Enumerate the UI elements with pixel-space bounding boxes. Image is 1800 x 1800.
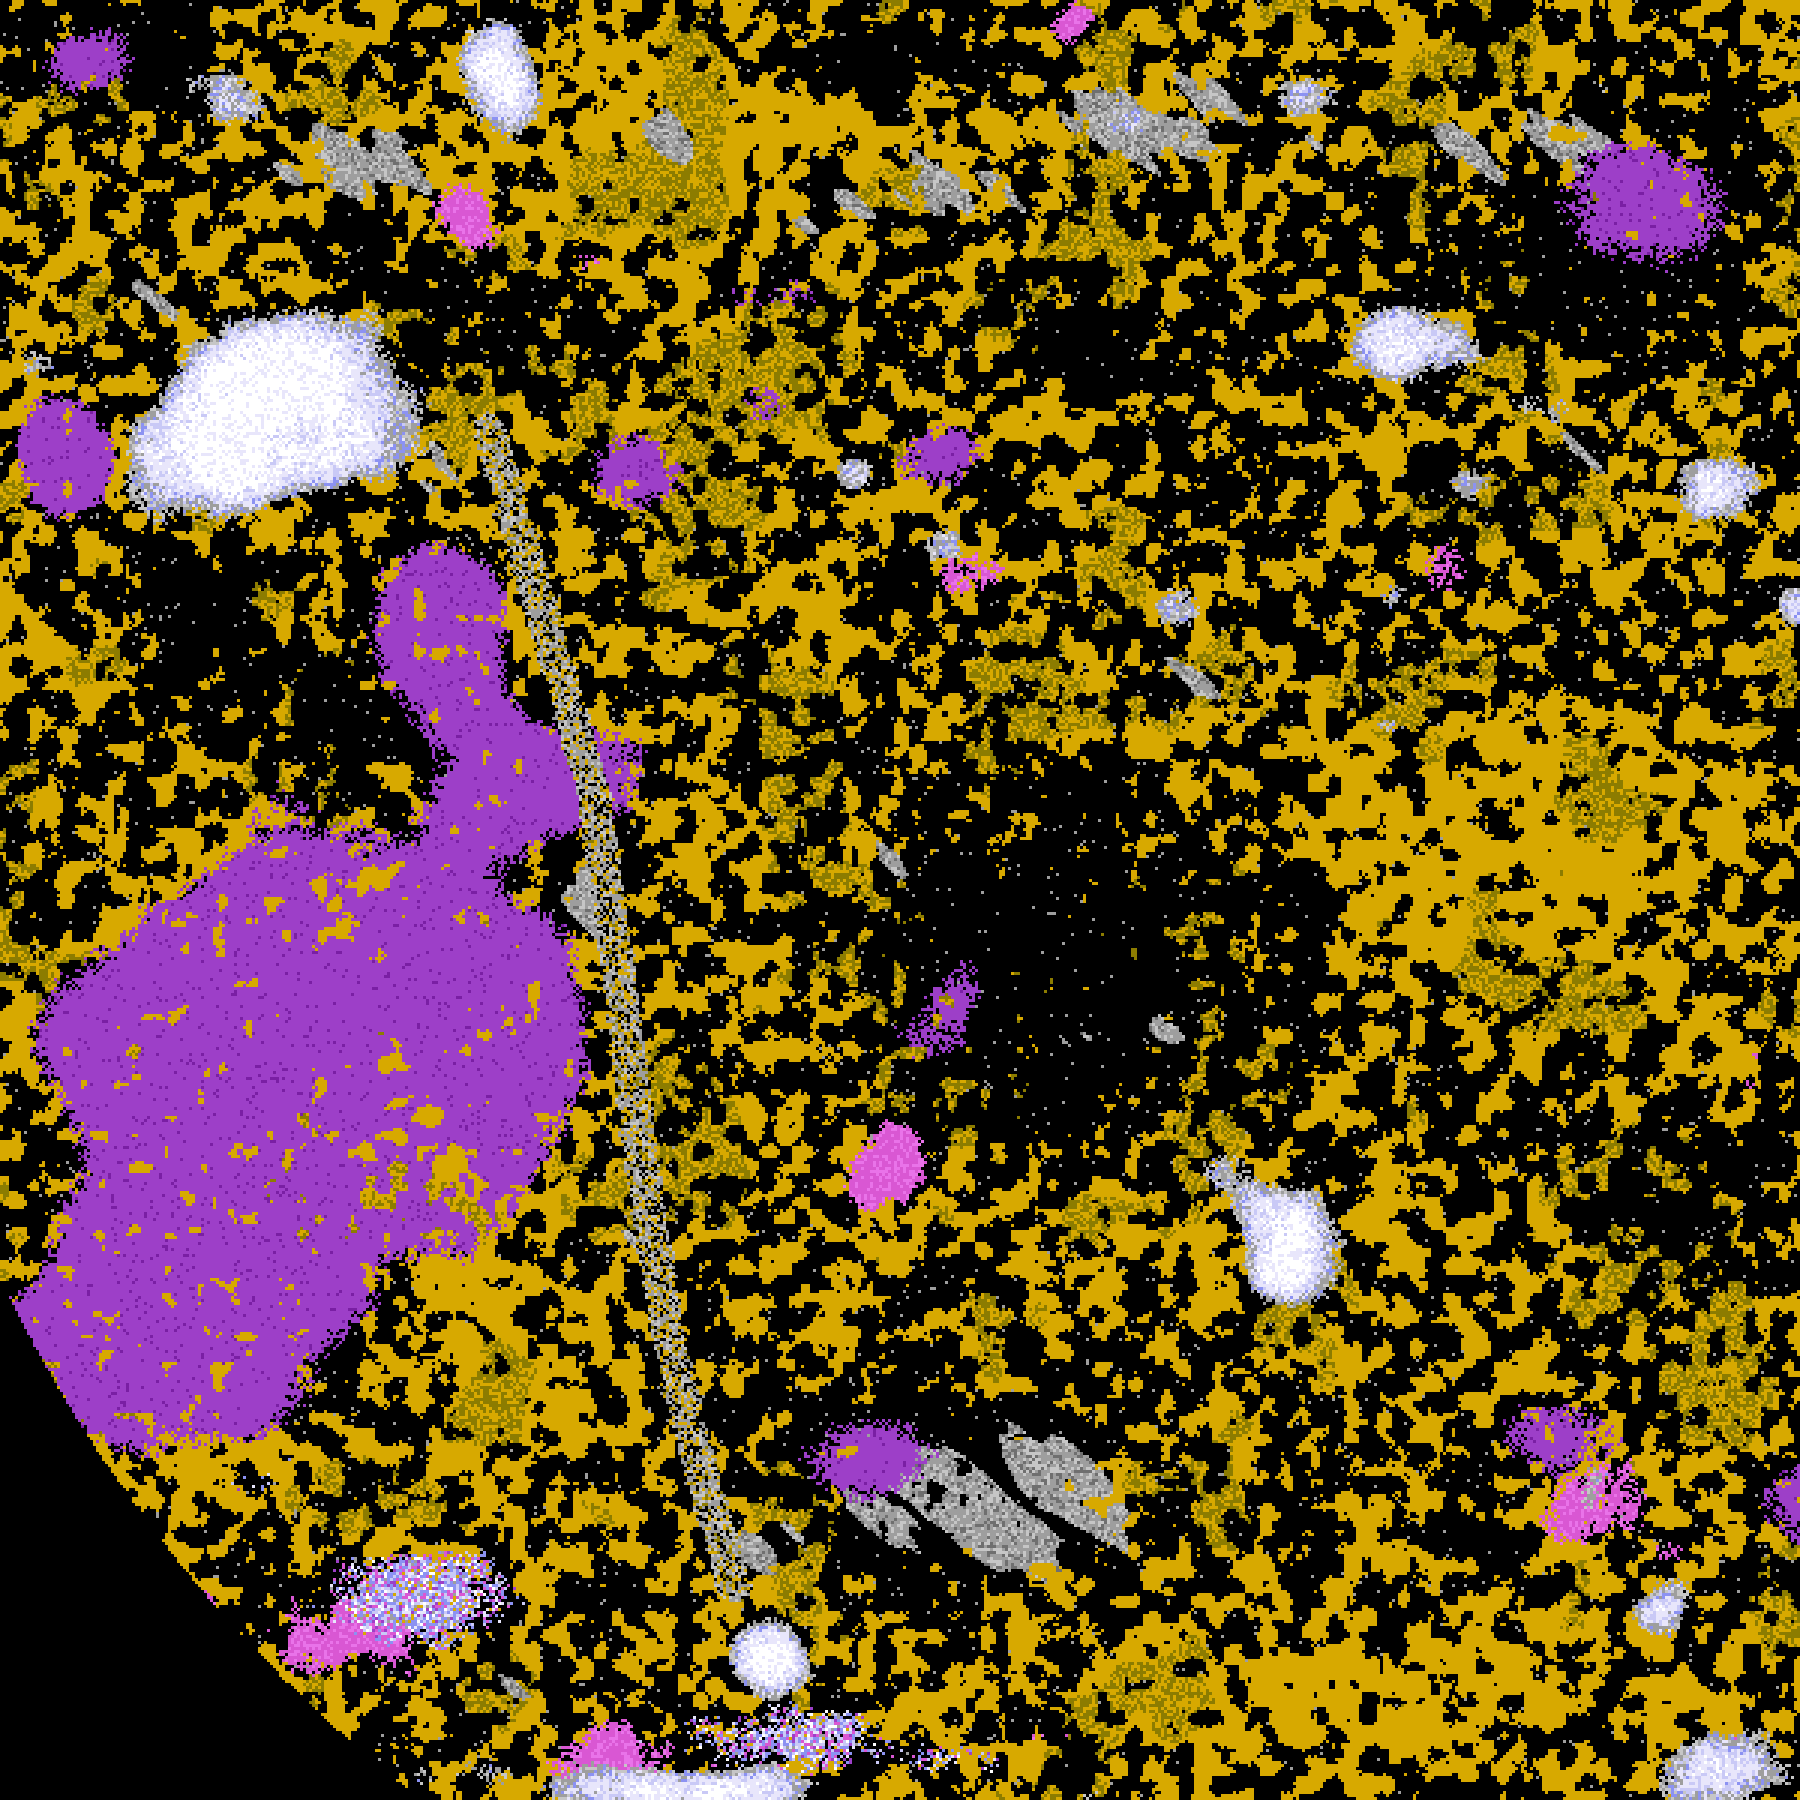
satellite-view xyxy=(0,0,1800,1800)
satellite-image xyxy=(0,0,1800,1800)
